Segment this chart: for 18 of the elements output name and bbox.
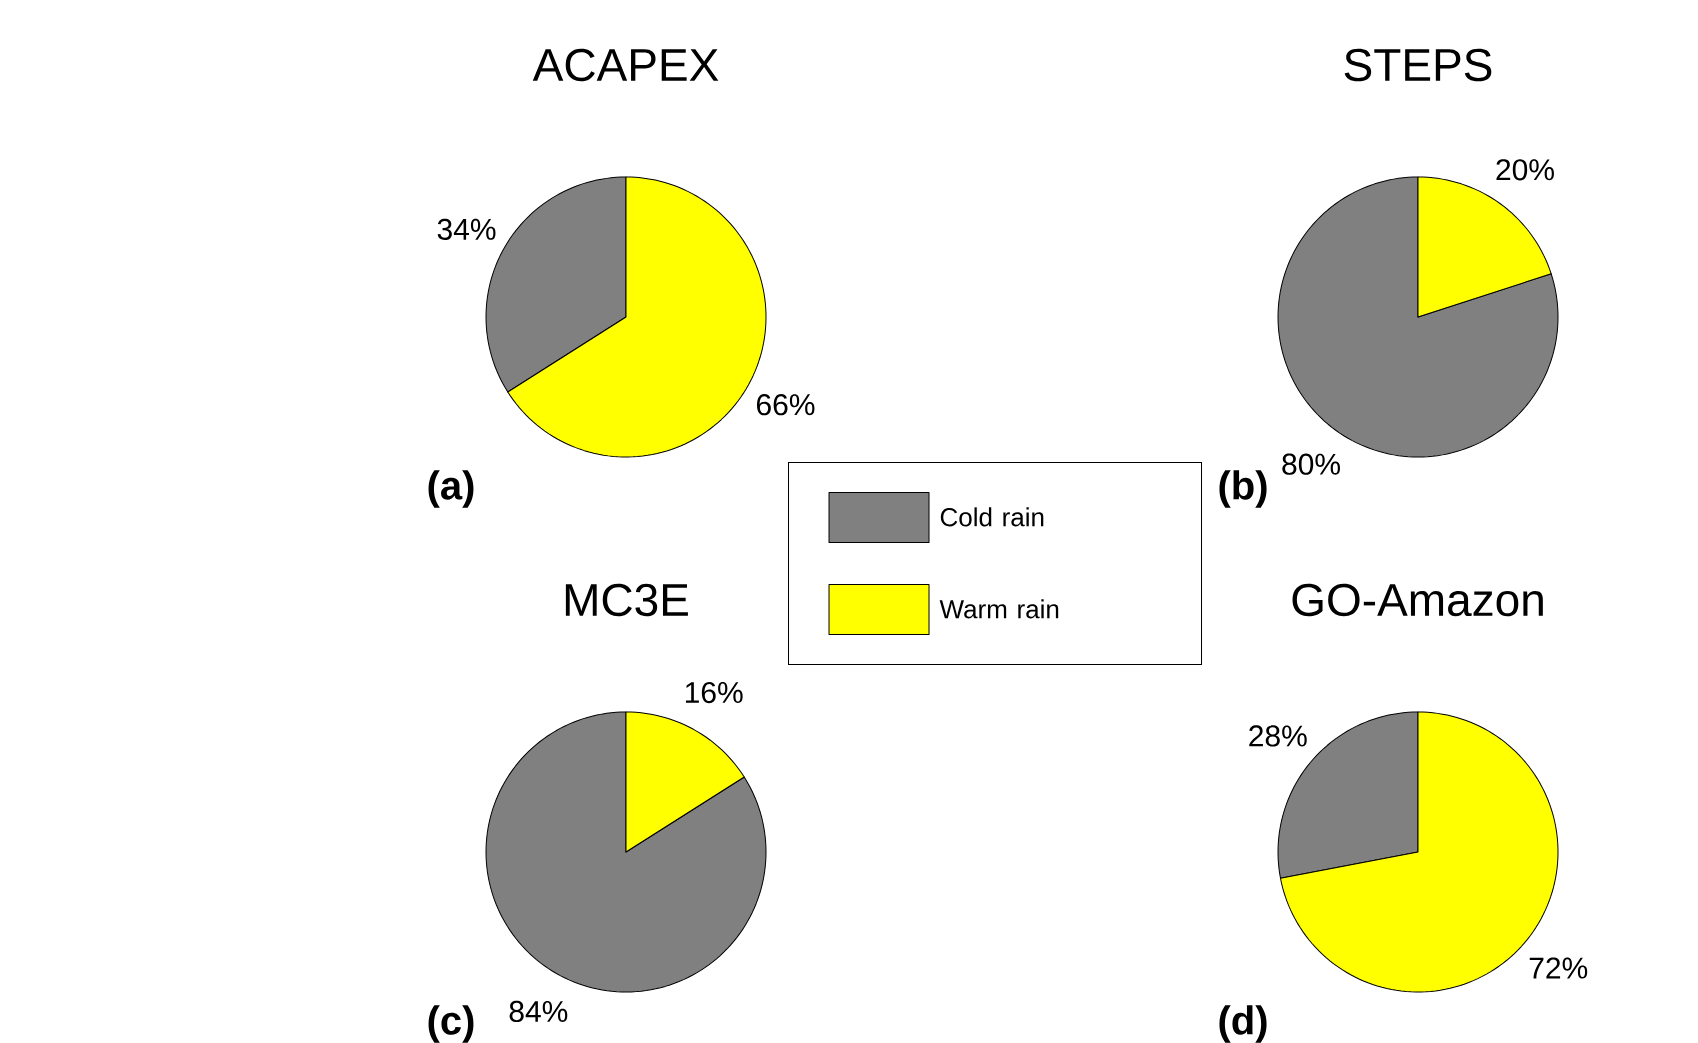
data-label: 16% xyxy=(685,681,743,704)
legend-label: Cold rain xyxy=(940,507,1044,527)
text: (d) xyxy=(1219,1005,1267,1043)
text: (a) xyxy=(428,470,474,508)
data-label: 80% xyxy=(1282,453,1340,475)
chart-title: ACAPEX xyxy=(532,48,719,82)
data-label: 84% xyxy=(509,1000,568,1023)
data-label: 34% xyxy=(437,218,496,240)
text: (b) xyxy=(1219,470,1267,508)
data-label: 66% xyxy=(756,394,815,416)
chart-title: MC3E xyxy=(565,583,688,617)
chart-title: STEPS xyxy=(1344,48,1492,82)
data-label: 28% xyxy=(1249,725,1307,747)
chart-title: GO-Amazon xyxy=(1292,583,1543,617)
data-label: 20% xyxy=(1496,159,1554,181)
legend-label: Warm rain xyxy=(939,599,1059,619)
text: (c) xyxy=(428,1005,474,1043)
data-label: 72% xyxy=(1529,957,1588,979)
